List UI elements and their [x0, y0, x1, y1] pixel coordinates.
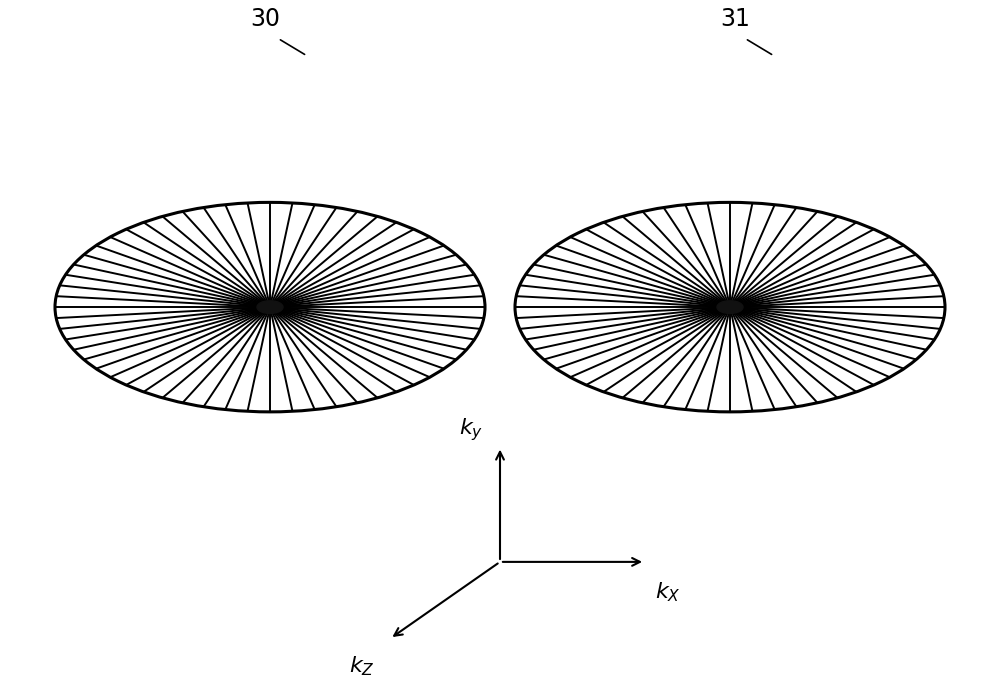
Text: $k_Z$: $k_Z$ — [349, 655, 375, 678]
Text: $k_y$: $k_y$ — [459, 416, 483, 443]
Ellipse shape — [717, 301, 743, 313]
Text: $k_X$: $k_X$ — [655, 581, 681, 604]
Text: 30: 30 — [250, 8, 280, 31]
Text: 31: 31 — [720, 8, 750, 31]
Ellipse shape — [257, 301, 283, 313]
